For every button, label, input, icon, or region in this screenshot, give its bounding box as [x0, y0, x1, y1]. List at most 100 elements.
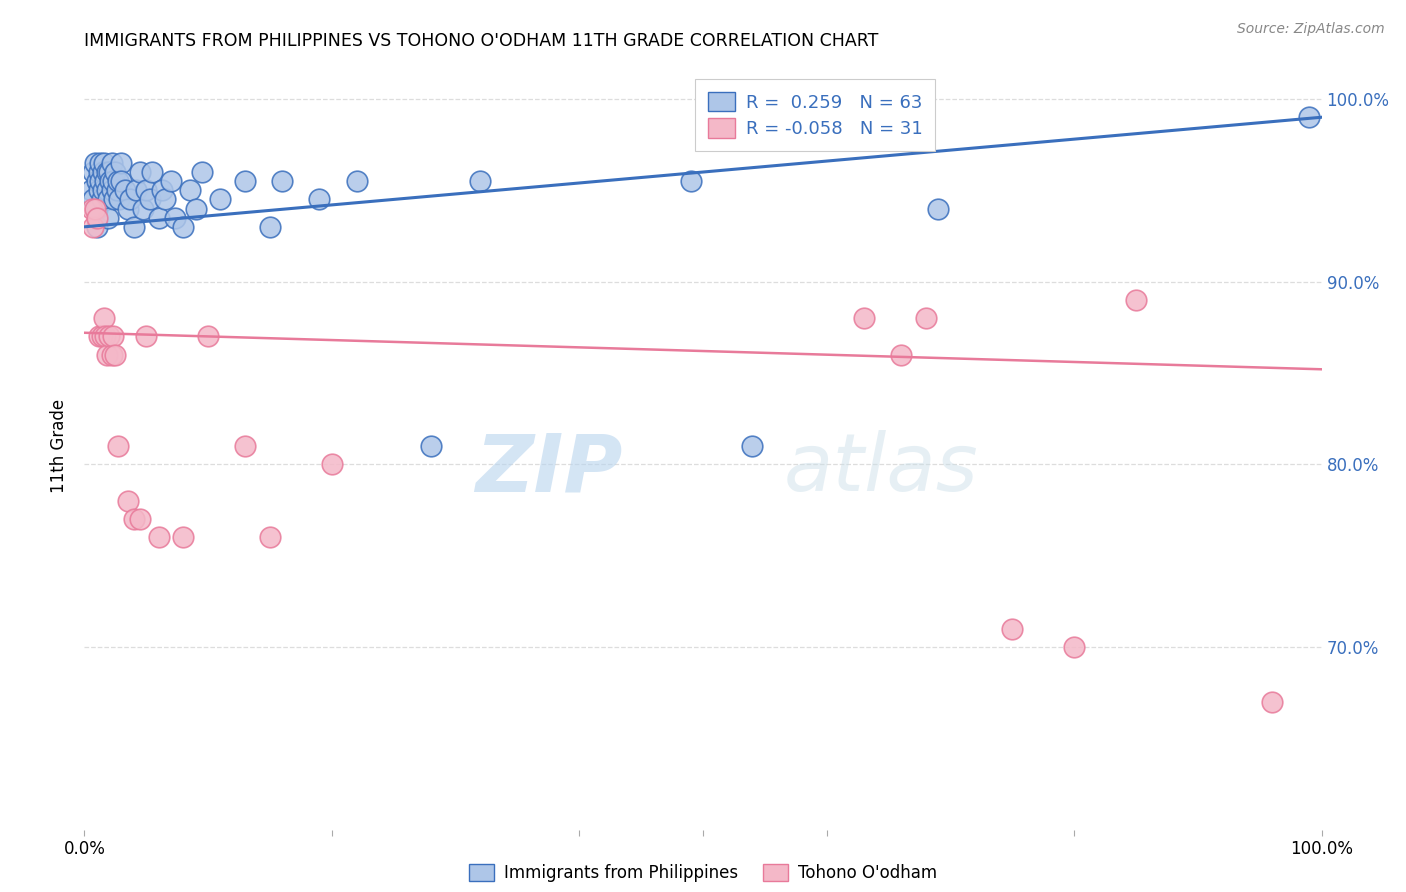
Point [150, 183, 173, 197]
Point [86, 202, 108, 216]
Point [89, 329, 111, 343]
Point [89, 183, 111, 197]
Point [80, 202, 103, 216]
Point [117, 493, 139, 508]
Point [148, 530, 170, 544]
Point [98, 165, 121, 179]
Point [259, 530, 281, 544]
Point [890, 348, 912, 362]
Point [82, 219, 104, 234]
Point [125, 183, 148, 197]
Point [135, 183, 157, 197]
Point [89, 156, 111, 170]
Point [93, 311, 115, 326]
Point [79, 183, 101, 197]
Point [89, 174, 111, 188]
Point [96, 348, 118, 362]
Point [135, 329, 157, 343]
Y-axis label: 11th Grade: 11th Grade [51, 399, 69, 493]
Point [86, 174, 108, 188]
Point [100, 183, 122, 197]
Point [470, 174, 492, 188]
Point [104, 348, 127, 362]
Point [110, 156, 132, 170]
Point [419, 439, 441, 453]
Point [96, 165, 118, 179]
Point [97, 211, 120, 225]
Point [84, 156, 107, 170]
Point [104, 165, 127, 179]
Point [148, 211, 170, 225]
Text: ZIP: ZIP [475, 430, 623, 508]
Point [160, 174, 183, 188]
Point [1261, 695, 1284, 709]
Point [172, 219, 194, 234]
Point [1001, 622, 1024, 636]
Point [101, 329, 124, 343]
Point [259, 219, 281, 234]
Point [179, 183, 201, 197]
Text: Source: ZipAtlas.com: Source: ZipAtlas.com [1237, 22, 1385, 37]
Point [86, 219, 108, 234]
Point [209, 193, 232, 207]
Text: atlas: atlas [783, 430, 979, 508]
Point [321, 457, 343, 471]
Point [91, 183, 114, 197]
Point [101, 174, 124, 188]
Point [93, 156, 115, 170]
Point [94, 329, 117, 343]
Point [96, 183, 118, 197]
Point [172, 530, 194, 544]
Point [1125, 293, 1147, 307]
Point [852, 311, 875, 326]
Point [927, 202, 949, 216]
Point [139, 193, 162, 207]
Point [1298, 110, 1320, 124]
Point [679, 174, 702, 188]
Point [103, 193, 125, 207]
Point [107, 439, 129, 453]
Point [86, 211, 108, 225]
Point [100, 348, 122, 362]
Text: IMMIGRANTS FROM PHILIPPINES VS TOHONO O'ODHAM 11TH GRADE CORRELATION CHART: IMMIGRANTS FROM PHILIPPINES VS TOHONO O'… [84, 32, 879, 50]
Point [91, 165, 114, 179]
Point [89, 165, 111, 179]
Point [120, 193, 142, 207]
Point [233, 174, 256, 188]
Point [129, 165, 152, 179]
Point [105, 183, 128, 197]
Point [97, 193, 120, 207]
Point [346, 174, 368, 188]
Point [153, 193, 176, 207]
Point [914, 311, 936, 326]
Point [82, 165, 104, 179]
Point [131, 202, 153, 216]
Point [98, 174, 121, 188]
Point [191, 165, 214, 179]
Point [233, 439, 256, 453]
Point [122, 512, 145, 526]
Point [114, 183, 136, 197]
Point [271, 174, 294, 188]
Point [98, 329, 121, 343]
Point [90, 329, 112, 343]
Point [741, 439, 763, 453]
Point [117, 202, 139, 216]
Point [84, 202, 107, 216]
Point [122, 219, 145, 234]
Point [1063, 640, 1085, 654]
Point [90, 193, 112, 207]
Point [100, 156, 122, 170]
Point [110, 174, 132, 188]
Point [197, 329, 219, 343]
Point [308, 193, 330, 207]
Point [184, 202, 207, 216]
Point [163, 211, 186, 225]
Point [82, 193, 104, 207]
Point [108, 193, 131, 207]
Point [129, 512, 152, 526]
Point [94, 174, 117, 188]
Legend: Immigrants from Philippines, Tohono O'odham: Immigrants from Philippines, Tohono O'od… [461, 855, 945, 890]
Point [141, 165, 163, 179]
Point [107, 174, 129, 188]
